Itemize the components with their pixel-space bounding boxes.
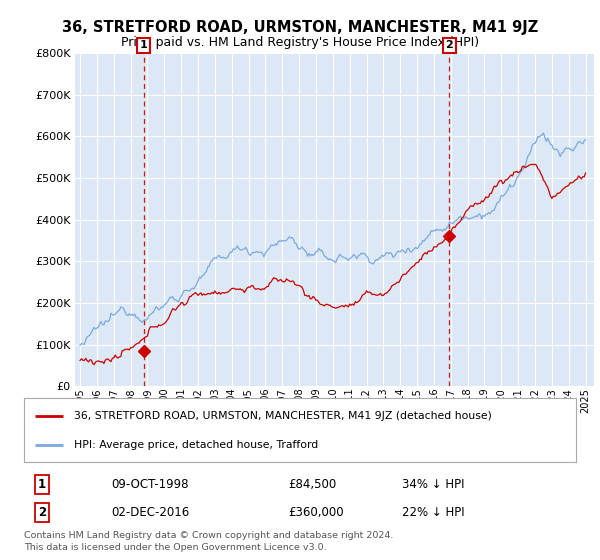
Text: 02-DEC-2016: 02-DEC-2016 [111, 506, 189, 519]
Text: HPI: Average price, detached house, Trafford: HPI: Average price, detached house, Traf… [74, 440, 318, 450]
Text: 36, STRETFORD ROAD, URMSTON, MANCHESTER, M41 9JZ: 36, STRETFORD ROAD, URMSTON, MANCHESTER,… [62, 20, 538, 35]
Text: 22% ↓ HPI: 22% ↓ HPI [402, 506, 464, 519]
Text: £84,500: £84,500 [288, 478, 336, 491]
Text: 2: 2 [38, 506, 46, 519]
Text: Price paid vs. HM Land Registry's House Price Index (HPI): Price paid vs. HM Land Registry's House … [121, 36, 479, 49]
Text: 36, STRETFORD ROAD, URMSTON, MANCHESTER, M41 9JZ (detached house): 36, STRETFORD ROAD, URMSTON, MANCHESTER,… [74, 410, 491, 421]
Text: 1: 1 [140, 40, 148, 50]
Text: 34% ↓ HPI: 34% ↓ HPI [402, 478, 464, 491]
Text: 1: 1 [38, 478, 46, 491]
Text: Contains HM Land Registry data © Crown copyright and database right 2024.
This d: Contains HM Land Registry data © Crown c… [24, 531, 394, 552]
Text: £360,000: £360,000 [288, 506, 344, 519]
Text: 2: 2 [446, 40, 453, 50]
Text: 09-OCT-1998: 09-OCT-1998 [111, 478, 188, 491]
